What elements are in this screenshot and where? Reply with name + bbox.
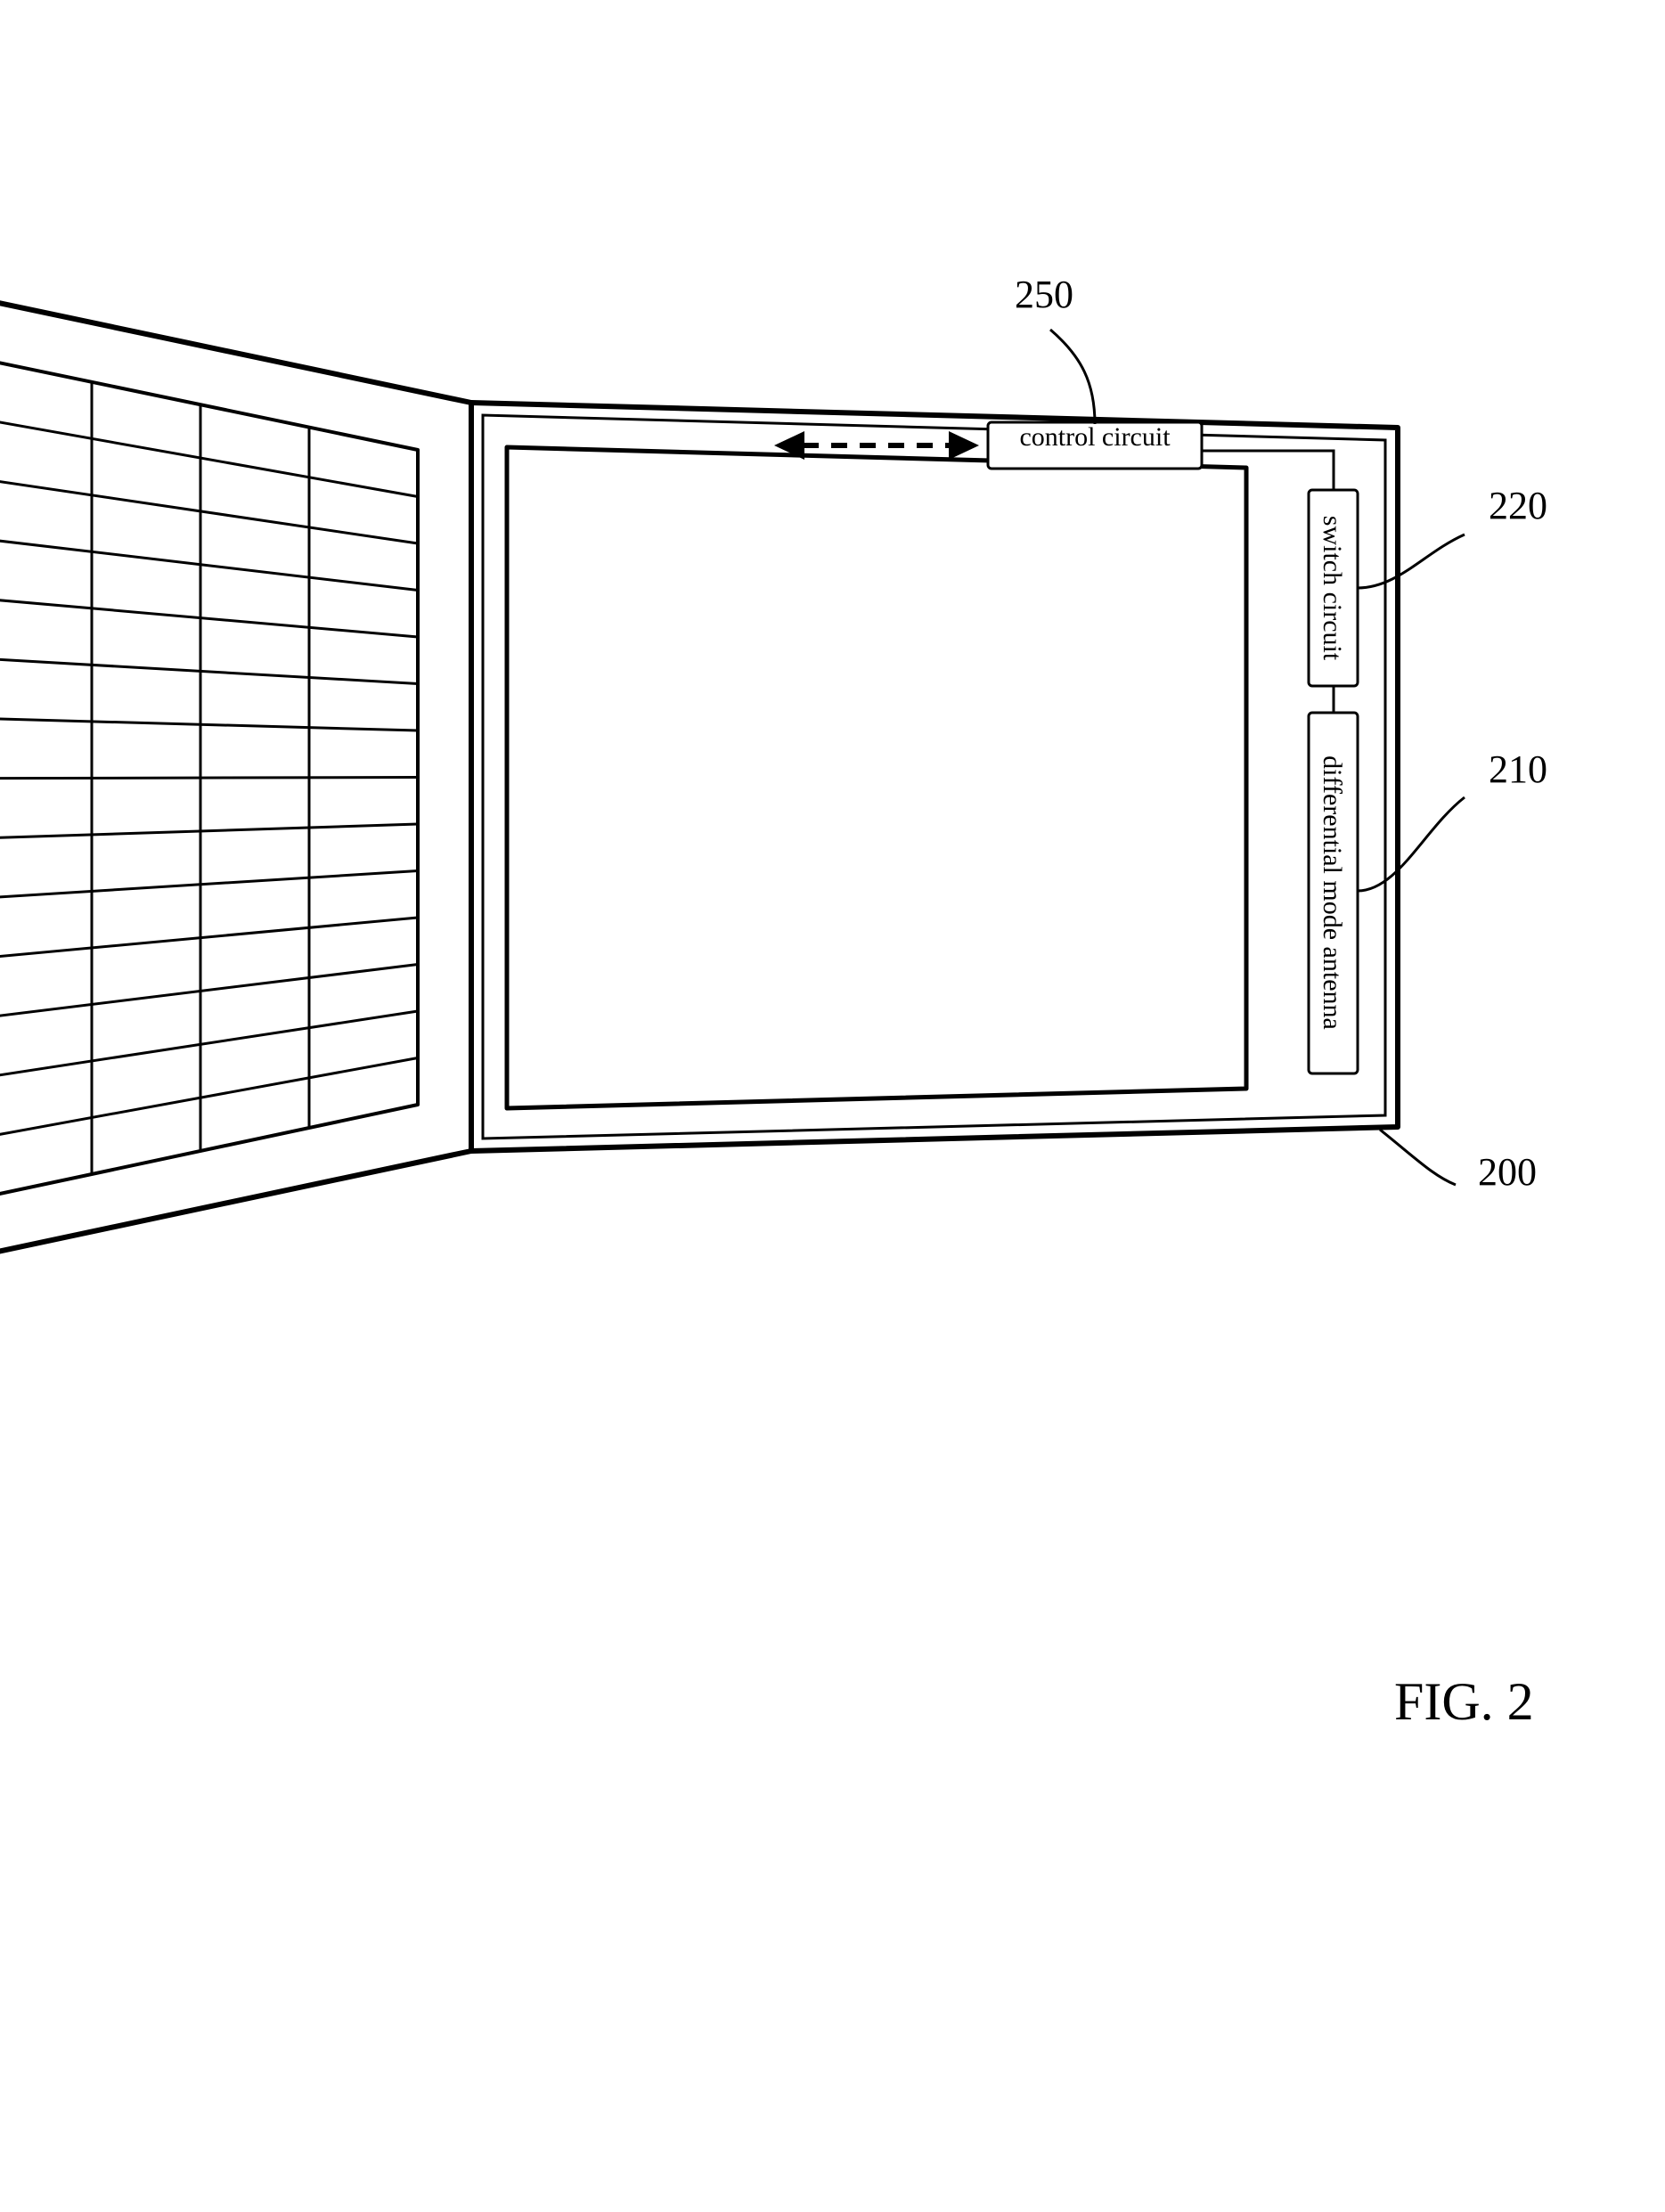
screen-bevel-inner: [483, 415, 1385, 1139]
keyboard-grid: [0, 359, 418, 1197]
keyboard-col-line: [0, 715, 418, 731]
lead-num-250: 250: [1015, 273, 1073, 316]
keyboard-col-line: [0, 463, 418, 543]
keyboard-col-line: [0, 918, 418, 968]
keyboard-col-line: [0, 871, 418, 905]
lead-line-220: [1358, 535, 1465, 588]
switch-circuit-label: switch circuit: [1318, 516, 1347, 661]
keyboard-col-line: [0, 1011, 418, 1094]
keyboard-col-line: [0, 1058, 418, 1158]
laptop-diagram-svg: 200 210 220 250 switch circuit different…: [0, 0, 1665, 2212]
lead-line-210: [1358, 797, 1465, 891]
figure-label: FIG. 2: [1394, 1672, 1534, 1731]
lead-num-220: 220: [1489, 484, 1547, 527]
screen-outer-frame: [471, 403, 1398, 1151]
display-panel: [507, 447, 1246, 1108]
keyboard-col-line: [0, 526, 418, 591]
lead-num-200: 200: [1478, 1150, 1537, 1194]
lead-num-210: 210: [1489, 747, 1547, 791]
lead-line-250: [1050, 330, 1095, 424]
lead-line-200: [1380, 1130, 1456, 1185]
control-circuit-label: control circuit: [1019, 422, 1171, 452]
keyboard-col-line: [0, 652, 418, 683]
keyboard-col-line: [0, 778, 418, 780]
figure-canvas: 200 210 220 250 switch circuit different…: [0, 0, 1665, 2212]
keyboard-col-line: [0, 400, 418, 497]
keyboard-col-line: [0, 824, 418, 842]
keyboard-col-line: [0, 589, 418, 637]
differential-mode-antenna-label: differential mode antenna: [1318, 755, 1347, 1030]
switch-to-control-wire: [1202, 451, 1334, 490]
